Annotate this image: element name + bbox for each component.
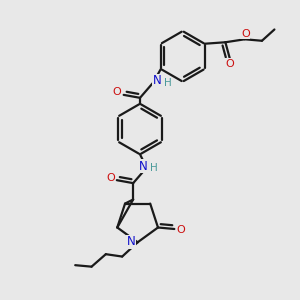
Text: O: O bbox=[226, 59, 234, 69]
Text: N: N bbox=[153, 74, 162, 87]
Text: O: O bbox=[176, 226, 185, 236]
Text: N: N bbox=[139, 160, 147, 173]
Text: O: O bbox=[113, 88, 122, 98]
Text: N: N bbox=[127, 235, 136, 248]
Text: H: H bbox=[164, 78, 172, 88]
Text: H: H bbox=[150, 163, 158, 173]
Text: O: O bbox=[106, 173, 115, 183]
Text: O: O bbox=[241, 29, 250, 39]
